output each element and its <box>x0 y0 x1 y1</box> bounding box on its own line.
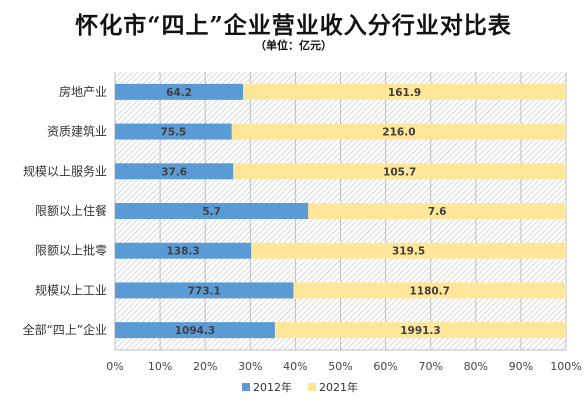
category-label: 规模以上服务业 <box>23 163 107 178</box>
category-label: 房地产业 <box>59 84 107 99</box>
data-label-2021: 216.0 <box>382 127 415 139</box>
x-tick-label: 100% <box>550 360 581 373</box>
legend-label: 2012年 <box>253 380 292 394</box>
data-label-2012: 75.5 <box>160 127 186 139</box>
category-label: 全部“四上”企业 <box>23 322 107 337</box>
category-label: 限额以上住餐 <box>35 203 107 218</box>
bar-2012 <box>115 322 275 339</box>
data-label-2012: 5.7 <box>202 206 221 218</box>
bar-2021 <box>233 163 566 180</box>
data-label-2021: 1180.7 <box>409 285 450 297</box>
bar-2012 <box>115 203 309 219</box>
data-label-2012: 138.3 <box>167 246 200 258</box>
legend-swatch <box>308 383 316 391</box>
x-tick-label: 80% <box>464 360 488 373</box>
category-label: 资质建筑业 <box>47 124 107 139</box>
bar-2012 <box>115 242 252 259</box>
bar-2021 <box>251 242 567 259</box>
bar-2012 <box>115 163 234 180</box>
bar-2012 <box>115 83 244 100</box>
x-tick-label: 30% <box>238 360 262 373</box>
x-tick-label: 0% <box>106 360 123 373</box>
labels: 64.2 161.9 房地产业 75.5 216.0 资质建筑业 37.6 105.7 规模以上… <box>23 84 450 337</box>
legend-label: 2021年 <box>319 380 358 394</box>
data-label-2021: 105.7 <box>383 166 416 178</box>
category-label: 限额以上批零 <box>35 243 107 258</box>
data-label-2012: 37.6 <box>161 166 187 178</box>
data-label-2012: 773.1 <box>188 285 221 297</box>
data-label-2021: 161.9 <box>388 87 421 99</box>
bar-2021 <box>274 322 566 339</box>
bar-2021 <box>293 282 566 299</box>
data-label-2021: 1991.3 <box>400 325 441 337</box>
x-tick-label: 20% <box>193 360 217 373</box>
data-label-2012: 64.2 <box>166 87 192 99</box>
data-label-2021: 7.6 <box>428 206 447 218</box>
x-tick-label: 40% <box>283 360 307 373</box>
bar-2021 <box>308 203 566 219</box>
data-label-2012: 1094.3 <box>175 325 216 337</box>
bars <box>115 83 567 339</box>
bar-2012 <box>115 282 294 299</box>
x-tick-label: 70% <box>418 360 442 373</box>
bar-2012 <box>115 123 232 140</box>
x-axis: 0% 10% 20% 30% 40% 50% 60% 70% 80% 90% 100% <box>106 349 582 373</box>
x-tick-label: 60% <box>373 360 397 373</box>
legend: 2012年 2021年 <box>242 380 358 394</box>
data-label-2021: 319.5 <box>392 246 425 258</box>
chart-subtitle: （单位：亿元） <box>255 39 332 52</box>
bar-2021 <box>231 123 566 140</box>
x-tick-label: 50% <box>328 360 352 373</box>
x-tick-label: 10% <box>148 360 172 373</box>
legend-swatch <box>242 383 250 391</box>
x-tick-label: 90% <box>509 360 533 373</box>
bar-2021 <box>243 83 566 100</box>
category-label: 规模以上工业 <box>35 282 107 297</box>
chart-title: 怀化市“四上”企业营业收入分行业对比表 <box>75 12 512 39</box>
